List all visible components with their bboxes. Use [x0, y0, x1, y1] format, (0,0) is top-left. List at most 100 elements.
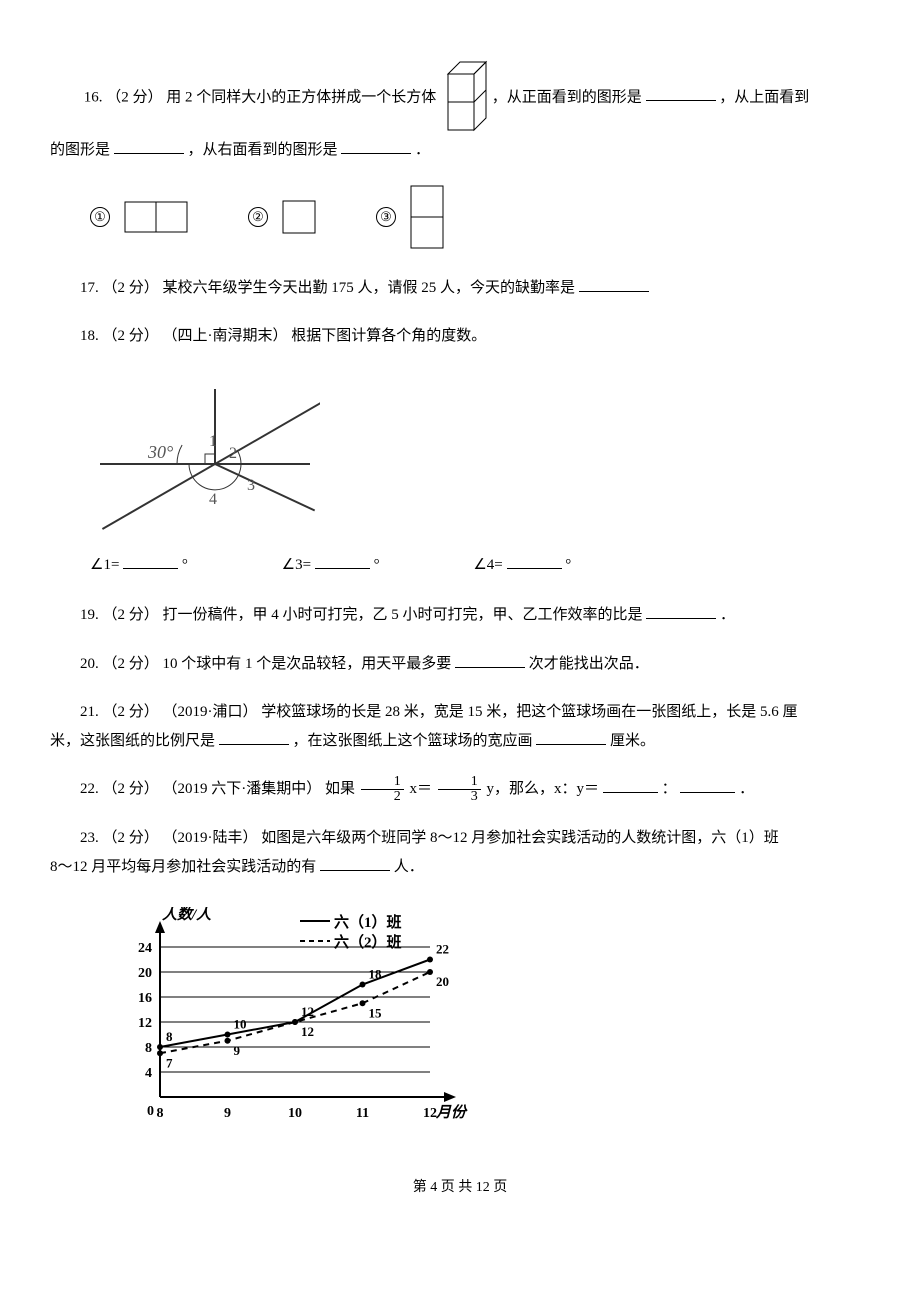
q16-line2: 的图形是 ，从右面看到的图形是 ．: [50, 136, 870, 165]
q-number: 21.: [80, 704, 99, 720]
q-number: 19.: [80, 607, 99, 623]
text: 8～12 月平均每月参加社会实践活动的有: [50, 859, 316, 875]
q16-options: ① ② ③: [90, 185, 870, 249]
q-number: 18.: [80, 328, 99, 344]
option-label: ③: [376, 207, 396, 227]
svg-text:9: 9: [234, 1043, 241, 1058]
svg-text:0: 0: [147, 1104, 154, 1119]
svg-text:六（2）班: 六（2）班: [334, 933, 402, 951]
question-18: 18. （2 分） （四上·南浔期末） 根据下图计算各个角的度数。 30°123…: [50, 322, 870, 579]
text: 如图是六年级两个班同学 8～12 月参加社会实践活动的人数统计图，六（1）班: [261, 830, 779, 846]
q-points: （2 分）: [103, 280, 159, 296]
svg-text:11: 11: [356, 1106, 369, 1121]
question-17: 17. （2 分） 某校六年级学生今天出勤 175 人，请假 25 人，今天的缺…: [50, 274, 870, 303]
q-number: 20.: [80, 656, 99, 672]
tail: ．: [739, 781, 754, 797]
label: ∠3=: [282, 557, 311, 573]
tail: ．: [720, 607, 735, 623]
blank[interactable]: [455, 652, 525, 668]
text: 如果: [325, 781, 359, 797]
text: 的图形是: [50, 142, 110, 158]
blank[interactable]: [507, 553, 562, 569]
blank[interactable]: [315, 553, 370, 569]
cuboid-icon: [440, 60, 488, 136]
q-points: （2 分）: [103, 830, 159, 846]
page-footer: 第 4 页 共 12 页: [50, 1175, 870, 1202]
q-source: （2019 六下·潘集期中）: [163, 781, 322, 797]
svg-text:12: 12: [138, 1016, 152, 1031]
blank[interactable]: [603, 777, 658, 793]
question-16: 16. （2 分） 用 2 个同样大小的正方体拼成一个长方体 ，从正面看到的图形…: [50, 60, 870, 249]
deg: °: [565, 557, 571, 573]
option-2[interactable]: ②: [248, 200, 316, 234]
text: 厘米。: [610, 733, 655, 749]
option-label: ①: [90, 207, 110, 227]
svg-text:1: 1: [209, 433, 217, 450]
q-points: （2 分）: [106, 89, 162, 105]
q-points: （2 分）: [103, 656, 159, 672]
text: 10 个球中有 1 个是次品较轻，用天平最多要: [163, 656, 452, 672]
option-3[interactable]: ③: [376, 185, 444, 249]
option-1[interactable]: ①: [90, 201, 188, 233]
q-source: （2019·浦口）: [163, 704, 258, 720]
option-shape-icon: [124, 201, 188, 233]
text: 米，这张图纸的比例尺是: [50, 733, 215, 749]
blank[interactable]: [123, 553, 178, 569]
svg-text:12: 12: [423, 1106, 437, 1121]
svg-text:8: 8: [145, 1041, 152, 1056]
q-source: （四上·南浔期末）: [163, 328, 288, 344]
q-number: 16.: [84, 89, 103, 105]
q16-line1: 16. （2 分） 用 2 个同样大小的正方体拼成一个长方体 ，从正面看到的图形…: [50, 60, 870, 136]
svg-text:16: 16: [138, 991, 152, 1006]
svg-text:4: 4: [209, 491, 217, 508]
fraction: 1 3: [438, 775, 481, 804]
svg-text:3: 3: [247, 477, 255, 494]
text: 人．: [394, 859, 424, 875]
text: 用 2 个同样大小的正方体拼成一个长方体: [166, 89, 440, 105]
svg-text:15: 15: [369, 1005, 383, 1020]
blank[interactable]: [114, 138, 184, 154]
blank[interactable]: [219, 729, 289, 745]
option-shape-icon: [282, 200, 316, 234]
text: 根据下图计算各个角的度数。: [291, 328, 486, 344]
angle-diagram: 30°1234: [90, 369, 870, 539]
svg-text:10: 10: [288, 1106, 302, 1121]
question-23: 23. （2 分） （2019·陆丰） 如图是六年级两个班同学 8～12 月参加…: [50, 824, 870, 1137]
svg-text:12: 12: [301, 1024, 314, 1039]
option-shape-icon: [410, 185, 444, 249]
blank[interactable]: [680, 777, 735, 793]
svg-text:9: 9: [224, 1106, 231, 1121]
svg-text:22: 22: [436, 942, 449, 957]
svg-text:24: 24: [138, 941, 152, 956]
text: ，从正面看到的图形是: [492, 89, 642, 105]
svg-text:8: 8: [166, 1029, 173, 1044]
q-number: 17.: [80, 280, 99, 296]
text: x＝: [410, 781, 436, 797]
blank[interactable]: [536, 729, 606, 745]
svg-text:人数/人: 人数/人: [162, 907, 212, 923]
colon: ：: [662, 781, 677, 797]
text: 打一份稿件，甲 4 小时可打完，乙 5 小时可打完，甲、乙工作效率的比是: [163, 607, 643, 623]
blank[interactable]: [579, 276, 649, 292]
blank[interactable]: [341, 138, 411, 154]
option-label: ②: [248, 207, 268, 227]
q-number: 22.: [80, 781, 99, 797]
svg-text:8: 8: [157, 1106, 164, 1121]
svg-text:30°: 30°: [147, 442, 173, 462]
q-points: （2 分）: [103, 704, 159, 720]
svg-text:7: 7: [166, 1055, 173, 1070]
text: 某校六年级学生今天出勤 175 人，请假 25 人，今天的缺勤率是: [163, 280, 576, 296]
deg: °: [374, 557, 380, 573]
label: ∠1=: [90, 557, 119, 573]
svg-text:18: 18: [369, 967, 383, 982]
svg-text:10: 10: [234, 1017, 247, 1032]
question-21: 21. （2 分） （2019·浦口） 学校篮球场的长是 28 米，宽是 15 …: [50, 698, 870, 755]
question-19: 19. （2 分） 打一份稿件，甲 4 小时可打完，乙 5 小时可打完，甲、乙工…: [50, 601, 870, 630]
text: 次才能找出次品．: [529, 656, 649, 672]
blank[interactable]: [646, 85, 716, 101]
text: 学校篮球场的长是 28 米，宽是 15 米，把这个篮球场画在一张图纸上，长是 5…: [261, 704, 797, 720]
svg-text:月份: 月份: [435, 1104, 468, 1121]
text: ，从上面看到: [719, 89, 809, 105]
blank[interactable]: [646, 603, 716, 619]
blank[interactable]: [320, 855, 390, 871]
